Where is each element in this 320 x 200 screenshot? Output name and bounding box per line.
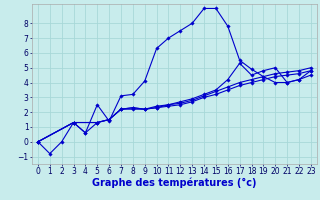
X-axis label: Graphe des températures (°c): Graphe des températures (°c) (92, 178, 257, 188)
